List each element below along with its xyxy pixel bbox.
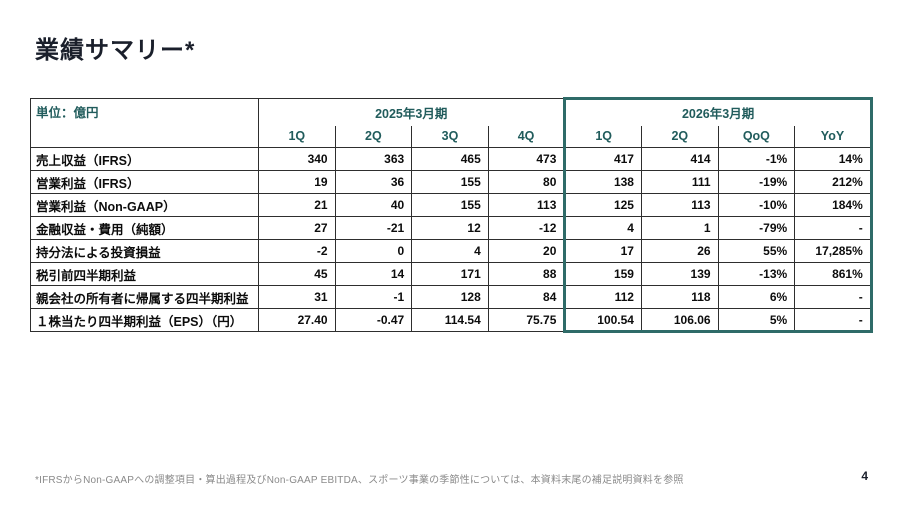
value-cell: -0.47	[334, 308, 413, 332]
value-cell: 414	[640, 147, 719, 171]
value-cell: 473	[487, 147, 566, 171]
value-cell: 106.06	[640, 308, 719, 333]
column-header-0-2: 3Q	[411, 125, 489, 148]
column-header-1-1: 2Q	[640, 125, 719, 148]
table-row: 持分法による投資損益 -2 0 4 20 17 26 55% 17,285%	[30, 239, 873, 263]
value-cell: 27	[258, 216, 336, 240]
value-cell: 138	[563, 170, 642, 194]
value-cell: 12	[411, 216, 489, 240]
value-cell: -21	[334, 216, 413, 240]
value-cell: 45	[258, 262, 336, 286]
value-cell: 125	[563, 193, 642, 217]
value-cell: -	[794, 285, 873, 309]
value-cell: 155	[411, 170, 489, 194]
column-header-1-2: QoQ	[717, 125, 796, 148]
table-row: 売上収益（IFRS） 340 363 465 473 417 414 -1% 14%	[30, 147, 873, 171]
value-cell: 340	[258, 147, 336, 171]
value-cell: -	[794, 216, 873, 240]
value-cell: 17	[563, 239, 642, 263]
period-header-0: 2025年3月期	[257, 98, 566, 126]
value-cell: 4	[411, 239, 489, 263]
value-cell: 55%	[717, 239, 796, 263]
table-row: 営業利益（Non-GAAP） 21 40 155 113 125 113 -10% 184%	[30, 193, 873, 217]
period-header-1: 2026年3月期	[563, 97, 873, 126]
value-cell: 5%	[717, 308, 796, 333]
value-cell: 155	[411, 193, 489, 217]
row-label: 税引前四半期利益	[30, 262, 259, 286]
table-row: １株当たり四半期利益（EPS）（円） 27.40 -0.47 114.54 75.75 1…	[30, 308, 873, 333]
value-cell: 139	[640, 262, 719, 286]
value-cell: 184%	[794, 193, 873, 217]
value-cell: -13%	[717, 262, 796, 286]
value-cell: -2	[258, 239, 336, 263]
column-header-0-0: 1Q	[258, 125, 336, 148]
value-cell: 417	[563, 147, 642, 171]
row-label: 営業利益（Non-GAAP）	[30, 193, 259, 217]
summary-table-wrap: 単位：億円 2025年3月期 2026年3月期 1Q 2Q 3Q 4Q 1Q 2Q QoQ YoY …	[30, 97, 873, 333]
value-cell: -19%	[717, 170, 796, 194]
value-cell: 19	[258, 170, 336, 194]
value-cell: 26	[640, 239, 719, 263]
value-cell: 363	[334, 147, 413, 171]
column-header-0-1: 2Q	[334, 125, 413, 148]
value-cell: 27.40	[258, 308, 336, 332]
value-cell: 88	[487, 262, 566, 286]
value-cell: 14%	[794, 147, 873, 171]
footnote: *IFRSからNon-GAAPへの調整項目・算出過程及びNon-GAAP EBI…	[35, 475, 684, 486]
column-header-1-0: 1Q	[563, 125, 642, 148]
value-cell: 113	[487, 193, 566, 217]
value-cell: 128	[411, 285, 489, 309]
value-cell: 111	[640, 170, 719, 194]
value-cell: 36	[334, 170, 413, 194]
value-cell: 100.54	[563, 308, 642, 333]
row-label: 親会社の所有者に帰属する四半期利益	[30, 285, 259, 309]
value-cell: 6%	[717, 285, 796, 309]
value-cell: 1	[640, 216, 719, 240]
value-cell: 0	[334, 239, 413, 263]
value-cell: 212%	[794, 170, 873, 194]
value-cell: 4	[563, 216, 642, 240]
row-label: 持分法による投資損益	[30, 239, 259, 263]
table-row: 税引前四半期利益 45 14 171 88 159 139 -13% 861%	[30, 262, 873, 286]
unit-label: 単位：億円	[30, 98, 259, 148]
table-header: 単位：億円 2025年3月期 2026年3月期 1Q 2Q 3Q 4Q 1Q 2Q QoQ YoY	[30, 97, 873, 148]
row-label: 売上収益（IFRS）	[30, 147, 259, 171]
value-cell: 14	[334, 262, 413, 286]
value-cell: 159	[563, 262, 642, 286]
value-cell: -1	[334, 285, 413, 309]
slide-title: 業績サマリー*	[35, 37, 196, 64]
row-label: 営業利益（IFRS）	[30, 170, 259, 194]
row-label: 金融収益・費用（純額）	[30, 216, 259, 240]
value-cell: 113	[640, 193, 719, 217]
value-cell: 17,285%	[794, 239, 873, 263]
value-cell: 75.75	[487, 308, 566, 332]
table-row: 営業利益（IFRS） 19 36 155 80 138 111 -19% 212%	[30, 170, 873, 194]
value-cell: 40	[334, 193, 413, 217]
value-cell: 80	[487, 170, 566, 194]
value-cell: -1%	[717, 147, 796, 171]
value-cell: 861%	[794, 262, 873, 286]
value-cell: -	[794, 308, 873, 333]
value-cell: 465	[411, 147, 489, 171]
value-cell: 118	[640, 285, 719, 309]
value-cell: -12	[487, 216, 566, 240]
value-cell: 84	[487, 285, 566, 309]
page-number: 4	[861, 469, 868, 483]
value-cell: 112	[563, 285, 642, 309]
table-row: 金融収益・費用（純額） 27 -21 12 -12 4 1 -79% -	[30, 216, 873, 240]
value-cell: 21	[258, 193, 336, 217]
table-body: 売上収益（IFRS） 340 363 465 473 417 414 -1% 14% 営業利益（I…	[30, 147, 873, 333]
value-cell: 31	[258, 285, 336, 309]
value-cell: -10%	[717, 193, 796, 217]
value-cell: 171	[411, 262, 489, 286]
table-row: 親会社の所有者に帰属する四半期利益 31 -1 128 84 112 118 6% -	[30, 285, 873, 309]
value-cell: 114.54	[411, 308, 489, 332]
summary-table: 単位：億円 2025年3月期 2026年3月期 1Q 2Q 3Q 4Q 1Q 2Q QoQ YoY …	[30, 97, 873, 333]
column-header-1-3: YoY	[794, 125, 873, 148]
column-header-0-3: 4Q	[487, 125, 566, 148]
value-cell: -79%	[717, 216, 796, 240]
value-cell: 20	[487, 239, 566, 263]
row-label: １株当たり四半期利益（EPS）（円）	[30, 308, 259, 332]
